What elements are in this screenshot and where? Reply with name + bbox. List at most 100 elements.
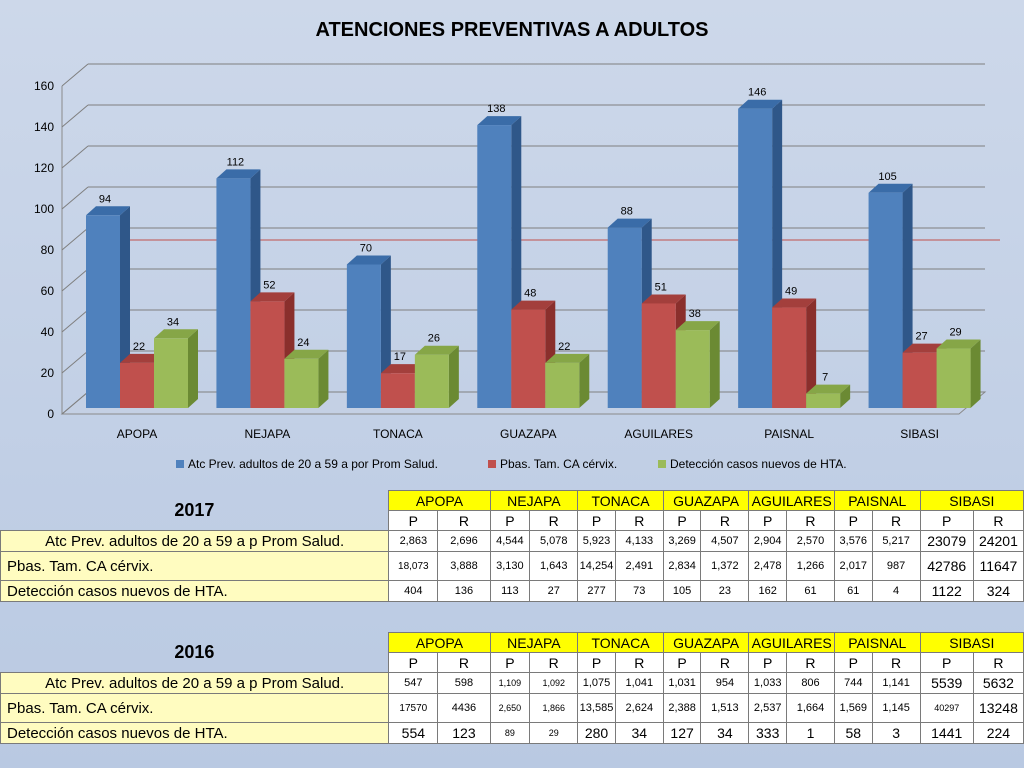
row-label: Detección casos nuevos de HTA.: [0, 580, 390, 602]
table-cell: 2,863: [388, 530, 439, 552]
x-tick-label: NEJAPA: [245, 427, 291, 441]
bar-side: [709, 321, 720, 408]
data-label: 29: [949, 327, 961, 339]
sub-header: P: [577, 510, 616, 531]
bar-top: [772, 298, 817, 308]
gridline-side: [61, 268, 89, 292]
table-cell: 3,130: [489, 551, 531, 581]
sub-header: R: [871, 510, 921, 531]
table-cell: 2,537: [748, 693, 787, 723]
sub-header: R: [972, 510, 1024, 531]
bar: [902, 352, 937, 408]
bar-top: [86, 206, 130, 216]
table-cell: 4436: [437, 693, 491, 723]
bar-side: [448, 345, 459, 408]
bar: [380, 373, 415, 408]
data-label: 22: [133, 341, 145, 353]
y-tick-label: 40: [41, 325, 55, 339]
table-cell: 4,507: [700, 530, 750, 552]
bar-top: [902, 343, 947, 353]
y-tick-label: 160: [34, 79, 54, 93]
bar-top: [675, 321, 720, 331]
sub-header: R: [871, 652, 921, 673]
data-label: 38: [689, 308, 701, 320]
row-label: Atc Prev. adultos de 20 a 59 a p Prom Sa…: [0, 672, 390, 694]
table-cell: 18,073: [388, 551, 439, 581]
bar: [120, 362, 154, 408]
table-cell: 1,266: [785, 551, 836, 581]
table-cell: 29: [529, 722, 579, 744]
sub-header: R: [700, 510, 750, 531]
data-label: 105: [878, 171, 896, 183]
table-cell: 1,664: [785, 693, 836, 723]
sub-header: P: [489, 652, 531, 673]
table-cell: 61: [834, 580, 873, 602]
bar: [806, 393, 841, 408]
sub-header: P: [388, 510, 439, 531]
table-cell: 13248: [972, 693, 1024, 723]
legend-swatch: [658, 460, 666, 468]
municipality-header: GUAZAPA: [662, 632, 750, 653]
table-year: 2016: [174, 641, 215, 662]
bar: [284, 358, 319, 408]
table-cell: 5,923: [577, 530, 616, 552]
gridline-side: [61, 145, 89, 169]
bar-top: [641, 294, 686, 304]
bar: [607, 227, 642, 408]
sub-header: P: [662, 510, 702, 531]
y-tick-label: 80: [41, 243, 55, 257]
bar-top: [414, 345, 459, 355]
data-label: 7: [822, 372, 828, 384]
table-cell: 1,372: [700, 551, 750, 581]
bar-top: [806, 384, 851, 394]
bar-side: [188, 329, 198, 408]
table-year: 2017: [174, 499, 215, 520]
table-cell: 5,078: [529, 530, 579, 552]
y-tick-label: 20: [41, 366, 55, 380]
table-cell: 224: [972, 722, 1024, 744]
table-cell: 1: [785, 722, 836, 744]
table-cell: 89: [489, 722, 531, 744]
bar-side: [579, 353, 590, 408]
table-cell: 14,254: [577, 551, 616, 581]
table-cell: 5,217: [871, 530, 921, 552]
bar-top: [545, 353, 590, 363]
table-cell: 27: [529, 580, 579, 602]
sub-header: R: [785, 510, 836, 531]
data-label: 34: [167, 316, 179, 328]
data-label: 22: [558, 341, 570, 353]
table-cell: 324: [972, 580, 1024, 602]
bar-top: [380, 364, 425, 374]
bar: [346, 264, 381, 408]
table-cell: 58: [834, 722, 873, 744]
bar-side: [840, 384, 851, 408]
gridline-side: [61, 63, 89, 87]
x-tick-label: SIBASI: [900, 427, 939, 441]
table-cell: 1,109: [489, 672, 531, 694]
table-cell: 2,834: [662, 551, 702, 581]
table-cell: 2,650: [489, 693, 531, 723]
table-cell: 1,092: [529, 672, 579, 694]
municipality-header: TONACA: [577, 490, 664, 511]
table-cell: 162: [748, 580, 787, 602]
table-cell: 23079: [919, 530, 974, 552]
bar-top: [284, 349, 329, 359]
table-cell: 113: [489, 580, 531, 602]
table-cell: 11647: [972, 551, 1024, 581]
data-label: 94: [99, 193, 111, 205]
sub-header: R: [700, 652, 750, 673]
table-cell: 987: [871, 551, 921, 581]
bar-top: [868, 183, 913, 193]
table-cell: 2,624: [614, 693, 664, 723]
table-cell: 3: [871, 722, 921, 744]
bar: [414, 354, 449, 408]
sub-header: P: [834, 510, 873, 531]
data-label: 17: [394, 351, 406, 363]
bar: [545, 362, 580, 408]
bar-top: [477, 116, 522, 126]
table-cell: 127: [662, 722, 702, 744]
table-cell: 105: [662, 580, 702, 602]
x-tick-label: AGUILARES: [624, 427, 693, 441]
legend-label: Atc Prev. adultos de 20 a 59 a por Prom …: [188, 457, 438, 471]
legend-swatch: [176, 460, 184, 468]
